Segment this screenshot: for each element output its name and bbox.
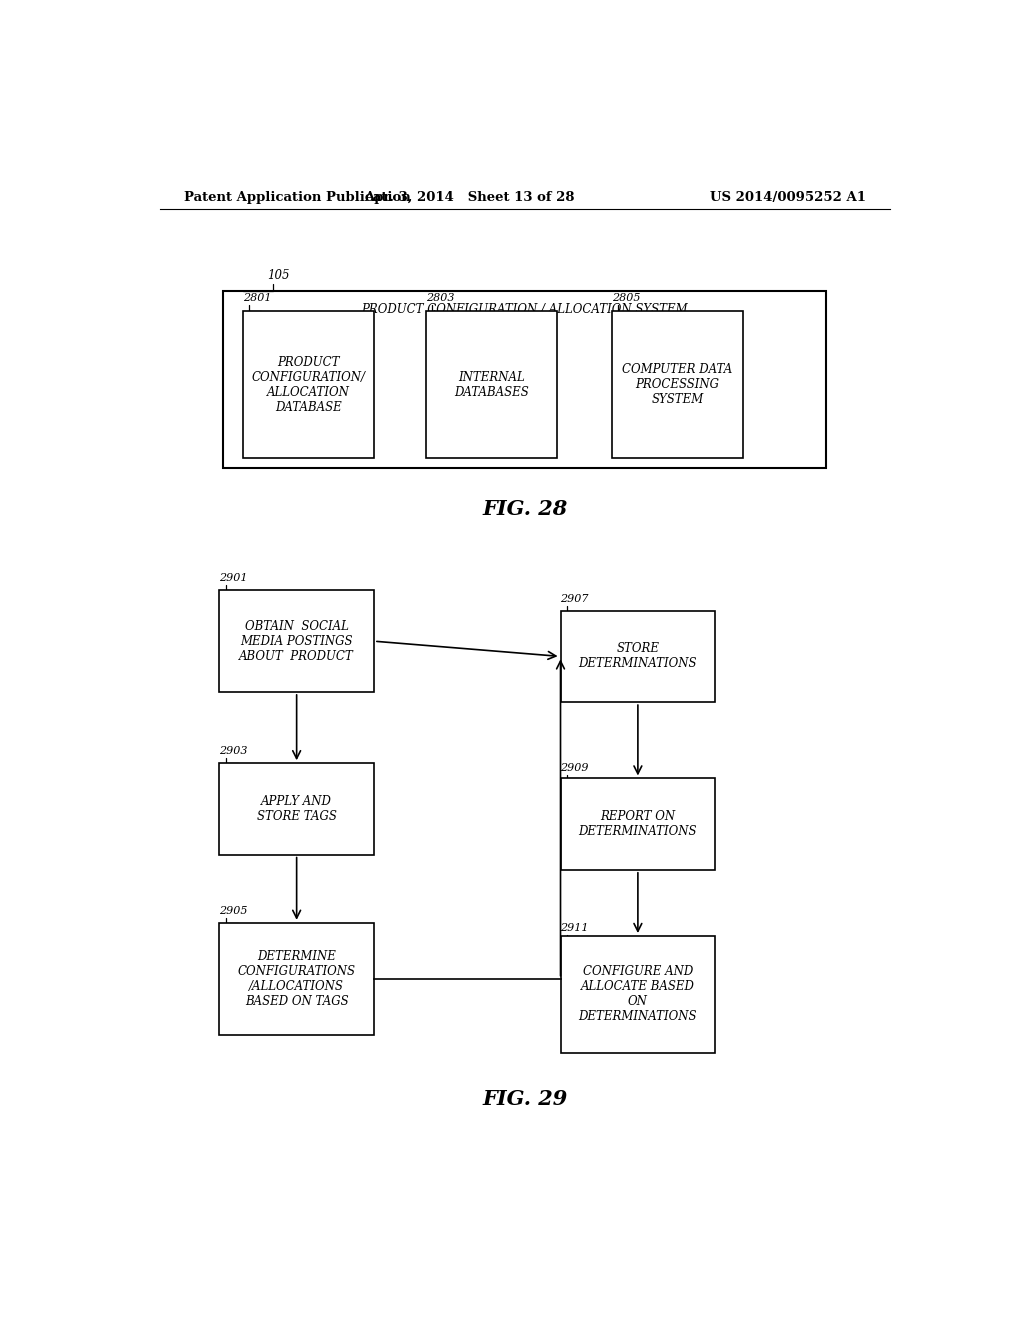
Text: FIG. 29: FIG. 29	[482, 1089, 567, 1109]
Text: PRODUCT CONFIGURATION / ALLOCATION SYSTEM: PRODUCT CONFIGURATION / ALLOCATION SYSTE…	[361, 302, 688, 315]
Bar	[560, 779, 715, 870]
Bar	[612, 312, 743, 458]
Text: 2801: 2801	[243, 293, 271, 302]
Text: INTERNAL
DATABASES: INTERNAL DATABASES	[454, 371, 528, 399]
Text: US 2014/0095252 A1: US 2014/0095252 A1	[710, 190, 866, 203]
Text: CONFIGURE AND
ALLOCATE BASED
ON
DETERMINATIONS: CONFIGURE AND ALLOCATE BASED ON DETERMIN…	[579, 965, 697, 1023]
Text: 2907: 2907	[560, 594, 589, 603]
Text: 2803: 2803	[426, 293, 454, 302]
Text: APPLY AND
STORE TAGS: APPLY AND STORE TAGS	[257, 795, 337, 822]
Text: REPORT ON
DETERMINATIONS: REPORT ON DETERMINATIONS	[579, 810, 697, 838]
Text: 105: 105	[267, 269, 290, 282]
Text: Apr. 3, 2014   Sheet 13 of 28: Apr. 3, 2014 Sheet 13 of 28	[364, 190, 574, 203]
Text: FIG. 28: FIG. 28	[482, 499, 567, 519]
Text: 2805: 2805	[612, 293, 641, 302]
Text: 2905: 2905	[219, 906, 248, 916]
Bar	[560, 936, 715, 1053]
Bar	[243, 312, 374, 458]
Text: 2909: 2909	[560, 763, 589, 774]
Bar	[223, 290, 826, 469]
Text: 2911: 2911	[560, 923, 589, 933]
Bar	[219, 923, 374, 1035]
Text: 2901: 2901	[219, 573, 248, 583]
Bar	[219, 590, 374, 692]
Text: DETERMINE
CONFIGURATIONS
/ALLOCATIONS
BASED ON TAGS: DETERMINE CONFIGURATIONS /ALLOCATIONS BA…	[238, 949, 355, 1007]
Bar	[560, 611, 715, 702]
Bar	[426, 312, 557, 458]
Text: 2903: 2903	[219, 746, 248, 756]
Text: COMPUTER DATA
PROCESSING
SYSTEM: COMPUTER DATA PROCESSING SYSTEM	[623, 363, 733, 407]
Text: PRODUCT
CONFIGURATION/
ALLOCATION
DATABASE: PRODUCT CONFIGURATION/ ALLOCATION DATABA…	[252, 355, 366, 413]
Text: STORE
DETERMINATIONS: STORE DETERMINATIONS	[579, 643, 697, 671]
Text: OBTAIN  SOCIAL
MEDIA POSTINGS
ABOUT  PRODUCT: OBTAIN SOCIAL MEDIA POSTINGS ABOUT PRODU…	[240, 619, 354, 663]
Text: Patent Application Publication: Patent Application Publication	[183, 190, 411, 203]
Bar	[219, 763, 374, 854]
